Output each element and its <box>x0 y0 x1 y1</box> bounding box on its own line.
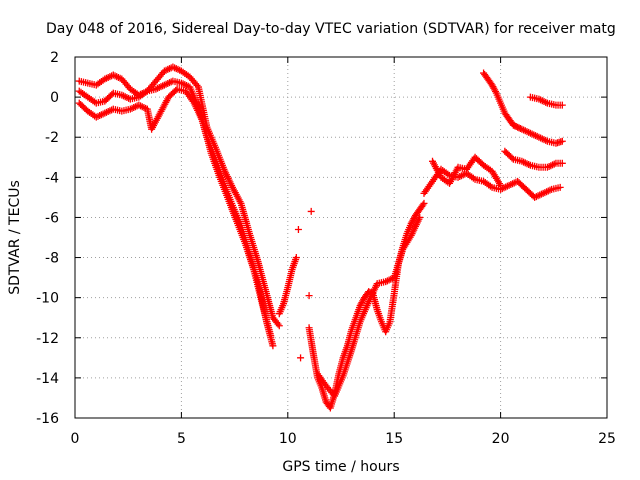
data-point <box>508 154 516 162</box>
data-point <box>275 322 283 330</box>
y-tick-label: -2 <box>45 130 59 146</box>
y-tick-label: -4 <box>45 170 59 186</box>
y-tick-label: 2 <box>50 50 59 66</box>
grid <box>75 57 607 418</box>
data-point <box>297 354 305 362</box>
data-point <box>516 125 524 133</box>
data-point <box>274 320 282 328</box>
data-point <box>558 159 566 167</box>
data-point <box>556 183 564 191</box>
data-point <box>420 199 428 207</box>
y-tick-label: -16 <box>36 411 59 427</box>
x-tick-label: 25 <box>598 431 616 447</box>
data-point <box>305 292 313 300</box>
data-point <box>497 181 505 189</box>
y-tick-label: -14 <box>36 371 59 387</box>
y-tick-label: -8 <box>45 251 59 267</box>
x-tick-label: 20 <box>492 431 510 447</box>
y-tick-label: -10 <box>36 291 59 307</box>
data-point <box>558 137 566 145</box>
data-points <box>75 63 566 412</box>
y-tick-labels: -16 -14 -12 -10 -8 -6 -4 -2 0 2 <box>36 50 59 427</box>
chart-title: Day 048 of 2016, Sidereal Day-to-day VTE… <box>46 21 616 37</box>
data-point <box>292 254 300 262</box>
data-point <box>294 225 302 233</box>
axis-ticks <box>74 56 608 419</box>
x-tick-label: 5 <box>177 431 186 447</box>
y-tick-label: -6 <box>45 210 59 226</box>
data-point <box>416 213 424 221</box>
x-tick-label: 15 <box>385 431 403 447</box>
data-point <box>269 342 277 350</box>
data-point <box>558 101 566 109</box>
x-tick-labels: 0 5 10 15 20 25 <box>71 431 616 447</box>
y-axis-label: SDTVAR / TECUs <box>7 180 23 295</box>
y-tick-label: -12 <box>36 331 59 347</box>
x-tick-label: 0 <box>71 431 80 447</box>
data-point <box>267 332 275 340</box>
plot-frame <box>74 56 608 419</box>
data-point <box>491 87 499 95</box>
data-point <box>419 201 427 209</box>
x-tick-label: 10 <box>279 431 297 447</box>
x-axis-label: GPS time / hours <box>282 459 399 475</box>
y-tick-label: 0 <box>50 90 59 106</box>
data-point <box>193 81 201 89</box>
data-point <box>307 207 315 215</box>
